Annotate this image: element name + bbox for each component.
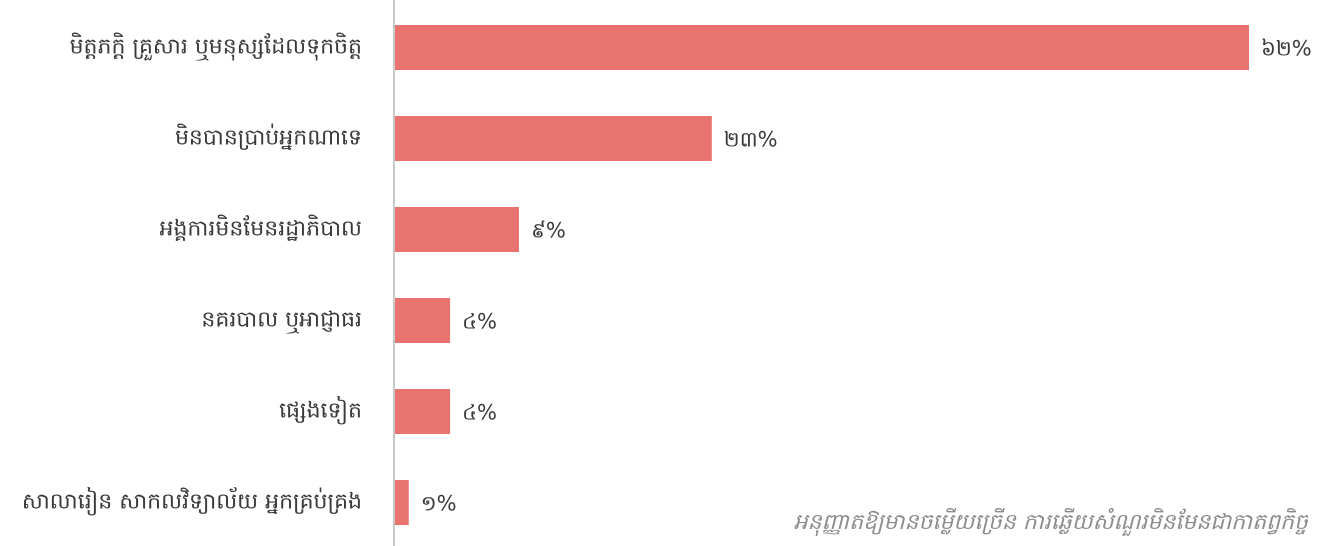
category-labels-group: មិត្តភក្តិ គ្រួសារ ឬមនុស្សដែលទុកចិត្តមិន… <box>22 33 362 516</box>
bar-3 <box>395 207 519 252</box>
value-label-2: ២៣% <box>724 128 778 152</box>
value-label-5: ៤% <box>462 401 497 425</box>
category-label-3: អង្គការមិនមែនរដ្ឋាភិបាល <box>160 215 363 242</box>
bar-4 <box>395 298 451 343</box>
value-labels-group: ៦២% ២៣% ៩% ៤% ៤% ១% <box>421 37 1312 516</box>
footnote: អនុញ្ញាតឱ្យមានចម្លើយច្រើន ការឆ្លើយសំណួរម… <box>793 510 1308 535</box>
bar-1 <box>395 25 1249 70</box>
bar-5 <box>395 389 451 434</box>
bars-group <box>395 25 1249 525</box>
category-label-5: ផ្សេងទៀត <box>279 396 362 425</box>
category-label-2: មិនបានប្រាប់អ្នកណាទេ <box>175 124 362 151</box>
bar-2 <box>395 116 712 161</box>
category-label-4: នគរបាល ឬអាជ្ញាធរ <box>201 308 362 335</box>
bar-6 <box>395 480 409 525</box>
value-label-4: ៤% <box>462 310 497 334</box>
value-label-6: ១% <box>421 492 457 516</box>
value-label-3: ៩% <box>531 219 566 243</box>
category-label-6: សាលារៀន សាកលវិទ្យាល័យ អ្នកគ្រប់គ្រង <box>22 487 362 516</box>
value-label-1: ៦២% <box>1261 37 1312 61</box>
category-label-1: មិត្តភក្តិ គ្រួសារ ឬមនុស្សដែលទុកចិត្ត <box>70 33 362 62</box>
